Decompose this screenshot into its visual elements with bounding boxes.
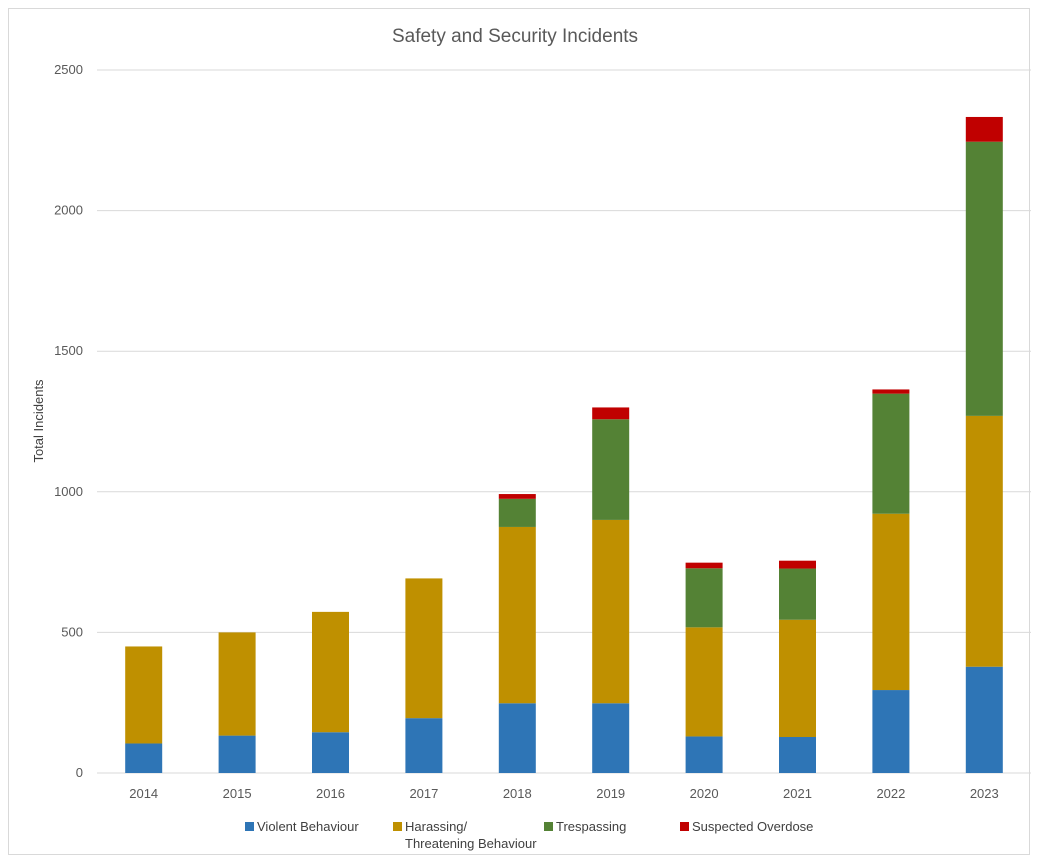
bar-2019-series-0	[592, 703, 630, 773]
bar-2023-series-3	[965, 116, 1003, 142]
y-tick-label: 500	[61, 624, 83, 639]
y-tick-labels: 0 500 1000 1500 2000 2500	[54, 62, 83, 780]
y-tick-label: 1000	[54, 484, 83, 499]
bar-2022-series-2	[872, 393, 910, 514]
legend-label: Harassing/	[405, 819, 468, 834]
bars	[125, 116, 1003, 773]
x-tick-labels: 2014 2015 2016 2017 2018 2019 2020 2021 2022 2023	[129, 786, 999, 801]
legend-swatch	[544, 822, 553, 831]
bar-2022-series-0	[872, 690, 910, 773]
bar-2019-series-2	[592, 419, 630, 520]
y-tick-label: 1500	[54, 343, 83, 358]
y-tick-label: 2000	[54, 203, 83, 218]
bar-2023-series-0	[965, 666, 1003, 773]
bar-2015-series-1	[218, 632, 256, 736]
bar-2022-series-3	[872, 389, 910, 394]
bar-2014-series-1	[125, 646, 163, 744]
y-axis-title: Total Incidents	[31, 379, 46, 463]
bar-2014-series-0	[125, 743, 163, 773]
bar-2022-series-1	[872, 513, 910, 691]
bar-2017-series-1	[405, 578, 443, 719]
bar-2018-series-1	[498, 526, 536, 704]
x-tick-label: 2015	[223, 786, 252, 801]
bar-2018-series-0	[498, 703, 536, 773]
legend-swatch	[393, 822, 402, 831]
bar-2020-series-0	[685, 736, 723, 773]
x-tick-label: 2023	[970, 786, 999, 801]
bar-2020-series-2	[685, 568, 723, 628]
x-tick-label: 2018	[503, 786, 532, 801]
bar-2018-series-2	[498, 498, 536, 527]
bar-2018-series-3	[498, 494, 536, 499]
legend-swatch	[680, 822, 689, 831]
bar-2023-series-2	[965, 141, 1003, 416]
bar-2020-series-1	[685, 627, 723, 737]
legend-label: Threatening Behaviour	[405, 836, 537, 851]
x-tick-label: 2020	[690, 786, 719, 801]
x-tick-label: 2016	[316, 786, 345, 801]
x-tick-label: 2022	[876, 786, 905, 801]
legend-label: Violent Behaviour	[257, 819, 359, 834]
bar-2019-series-3	[592, 407, 630, 420]
x-tick-label: 2017	[409, 786, 438, 801]
x-tick-label: 2014	[129, 786, 158, 801]
legend-label: Suspected Overdose	[692, 819, 813, 834]
x-tick-label: 2021	[783, 786, 812, 801]
bar-2021-series-1	[779, 619, 816, 738]
y-tick-label: 0	[76, 765, 83, 780]
legend: Violent Behaviour Harassing/Threatening B…	[245, 819, 813, 851]
bar-2021-series-3	[779, 560, 816, 569]
bar-2016-series-1	[312, 611, 349, 733]
bar-2015-series-0	[218, 735, 256, 773]
chart-title: Safety and Security Incidents	[392, 26, 638, 47]
legend-label: Trespassing	[556, 819, 626, 834]
y-tick-label: 2500	[54, 62, 83, 77]
x-tick-label: 2019	[596, 786, 625, 801]
legend-swatch	[245, 822, 254, 831]
bar-2021-series-0	[779, 737, 816, 773]
bar-2017-series-0	[405, 718, 443, 773]
bar-2016-series-0	[312, 732, 349, 773]
bar-2020-series-3	[685, 562, 723, 569]
bar-2019-series-1	[592, 519, 630, 704]
bar-2023-series-1	[965, 415, 1003, 667]
bar-2021-series-2	[779, 568, 816, 620]
